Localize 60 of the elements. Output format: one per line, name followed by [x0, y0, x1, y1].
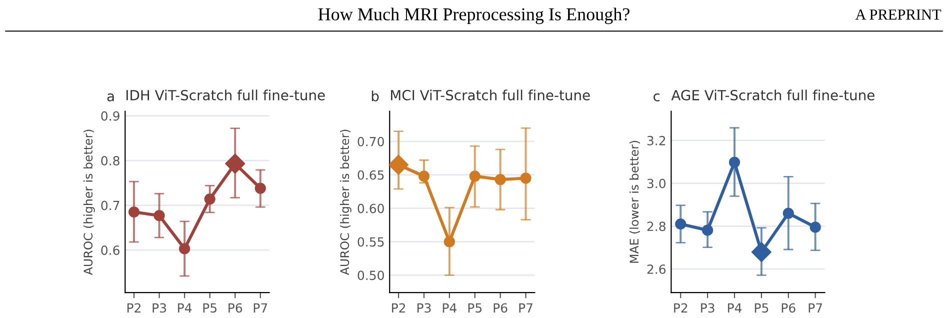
x-tick-label: P5: [754, 303, 768, 313]
x-tick-label: P5: [468, 303, 482, 313]
y-axis-title: AUROC (higher is better): [340, 130, 352, 276]
point: [520, 172, 532, 184]
chart-title: IDH ViT-Scratch full fine-tune: [126, 90, 325, 100]
x-tick-label: P3: [417, 303, 431, 313]
point: [254, 182, 266, 194]
text: A PREPRINT: [855, 9, 942, 20]
y-axis-title: MAE (lower is better): [629, 140, 640, 263]
x-tick-label: P2: [674, 303, 688, 312]
x-tick-label: P6: [782, 303, 796, 313]
point: [675, 218, 686, 230]
x-tick-label: P3: [701, 303, 714, 313]
text: b: [372, 90, 379, 102]
point: [494, 174, 506, 186]
x-tick-label: P7: [519, 303, 532, 312]
y-tick-label: 3.2: [647, 136, 666, 146]
text: How Much MRI Preprocessing Is Enough?: [318, 8, 630, 24]
chart-title: AGE ViT-Scratch full fine-tune: [671, 90, 874, 100]
point: [225, 154, 246, 174]
y-tick-label: 2.6: [647, 264, 666, 274]
x-tick-label: P4: [442, 303, 456, 312]
y-tick-label: 0.9: [101, 111, 120, 121]
point: [418, 170, 430, 182]
y-tick-label: 0.7: [101, 200, 120, 210]
x-tick-label: P2: [127, 303, 140, 312]
y-tick-label: 2.8: [647, 222, 666, 232]
x-tick-label: P4: [178, 303, 192, 312]
point: [390, 154, 409, 175]
y-axis-title: AUROC (higher is better): [83, 130, 95, 276]
point: [728, 156, 740, 168]
point: [469, 170, 480, 182]
point: [810, 222, 821, 233]
x-tick-label: P7: [254, 303, 268, 312]
x-tick-label: P5: [203, 303, 216, 313]
x-tick-label: P4: [728, 303, 742, 312]
text: c: [654, 93, 660, 102]
y-tick-label: 0.8: [101, 156, 120, 166]
y-tick-label: 3.0: [647, 178, 666, 188]
point: [204, 193, 216, 205]
point: [782, 208, 794, 219]
x-tick-label: P6: [494, 303, 508, 313]
y-tick-label: 0.65: [358, 170, 384, 180]
y-tick-label: 0.60: [358, 204, 384, 214]
x-tick-label: P2: [392, 303, 406, 312]
point: [178, 243, 190, 254]
y-tick-label: 0.6: [101, 246, 120, 255]
y-tick-label: 0.50: [358, 270, 384, 280]
x-tick-label: P7: [808, 303, 822, 312]
y-tick-label: 0.55: [358, 237, 384, 247]
text: a: [107, 93, 114, 102]
point: [128, 206, 140, 218]
y-tick-label: 0.70: [358, 136, 384, 146]
point: [702, 224, 714, 236]
point: [444, 236, 455, 248]
point: [751, 242, 772, 262]
chart-title: MCI ViT-Scratch full fine-tune: [390, 90, 590, 100]
point: [154, 210, 165, 222]
x-tick-label: P3: [152, 303, 166, 313]
x-tick-label: P6: [228, 303, 242, 313]
